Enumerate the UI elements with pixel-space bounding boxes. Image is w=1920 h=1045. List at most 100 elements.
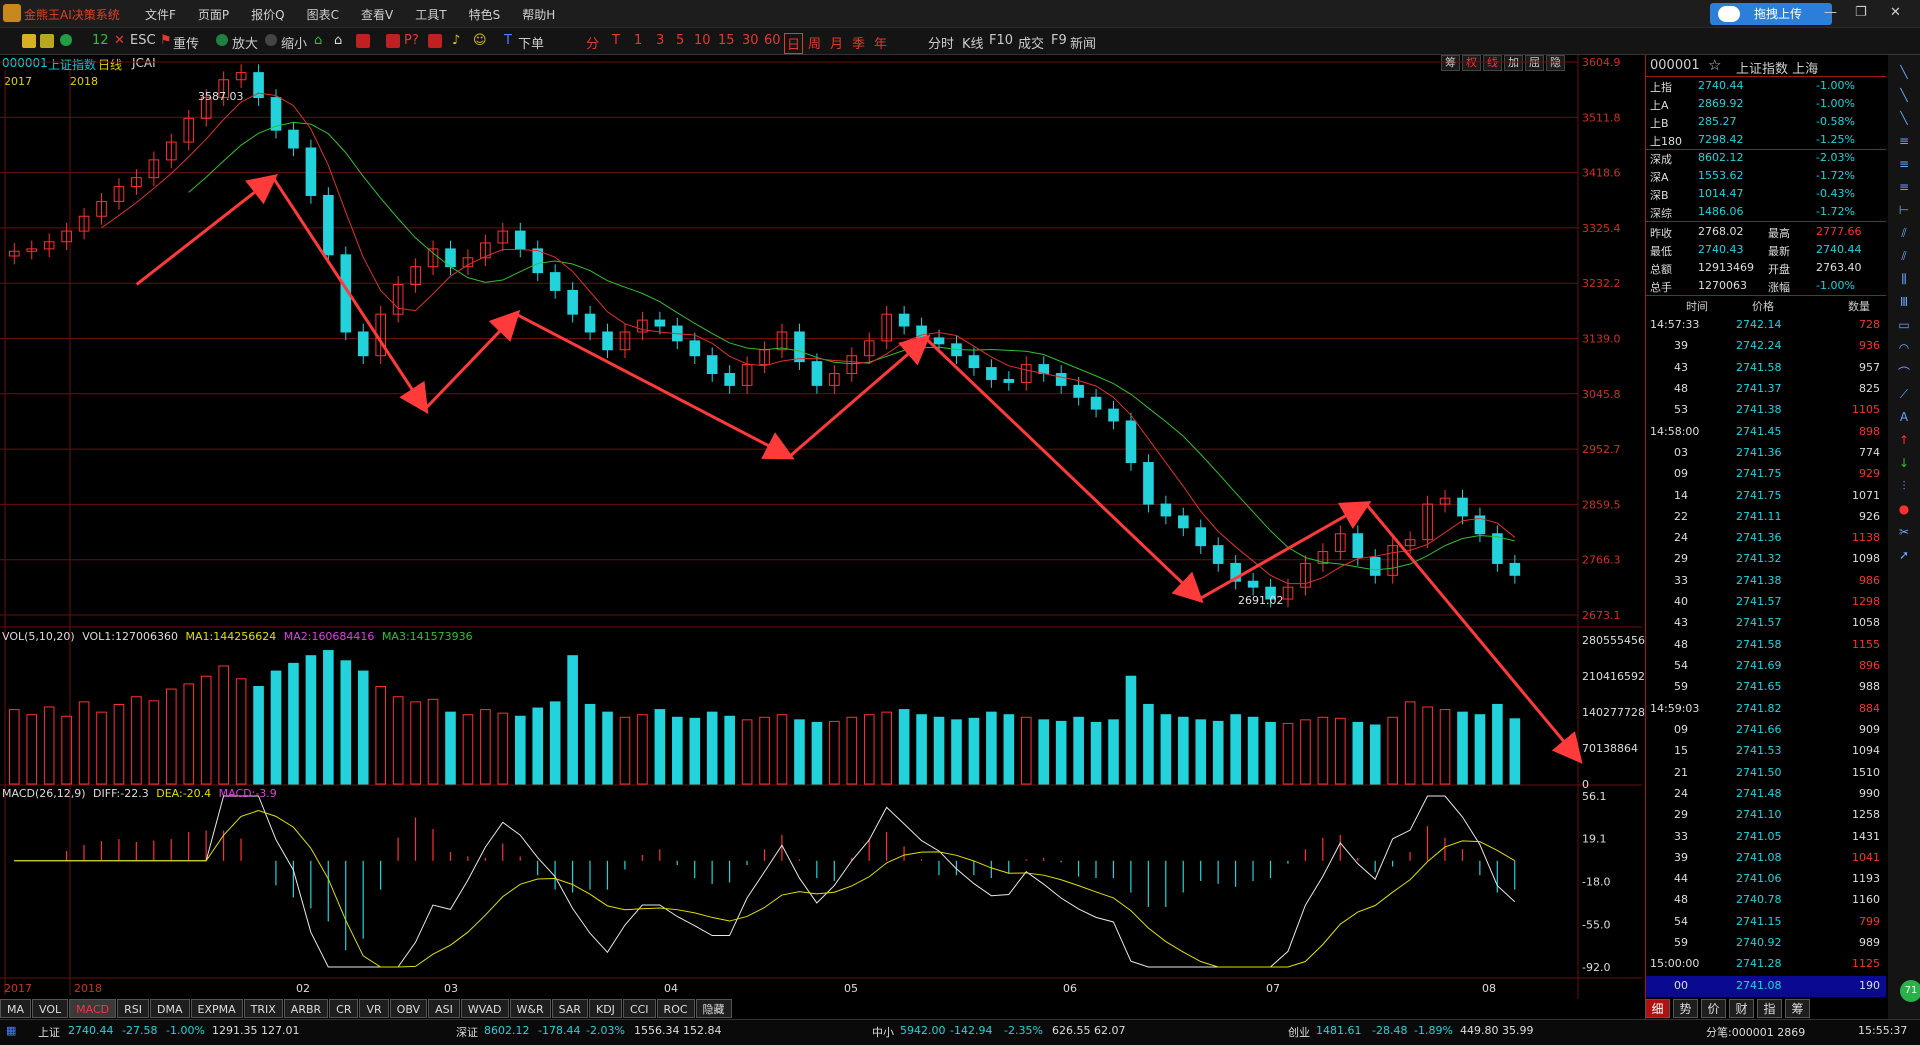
drawing-tool-icon[interactable]: Ⅲ xyxy=(1899,295,1909,309)
period-10[interactable]: 10 xyxy=(694,33,711,48)
tick-row[interactable]: 48 2740.78 1160 xyxy=(1646,890,1886,911)
drawing-tool-icon[interactable]: ◠ xyxy=(1898,341,1910,355)
indicator-tab-vr[interactable]: VR xyxy=(359,999,389,1018)
smiley-icon[interactable]: ☺ xyxy=(473,33,487,48)
chart-icon[interactable] xyxy=(356,34,370,48)
tab-news[interactable]: 新闻 xyxy=(1070,37,1097,52)
index-row[interactable]: 上指 2740.44 -1.00% xyxy=(1646,77,1886,95)
indicator-tab-expma[interactable]: EXPMA xyxy=(190,999,243,1018)
tick-row[interactable]: 21 2741.50 1510 xyxy=(1646,763,1886,784)
indicator-tab-sar[interactable]: SAR xyxy=(551,999,588,1018)
period-3[interactable]: 3 xyxy=(656,33,665,48)
tab-f10[interactable]: F10 xyxy=(989,33,1014,48)
menu-tools[interactable]: 工具T xyxy=(415,8,447,22)
period-min[interactable]: 分 xyxy=(586,37,600,52)
tool-icon[interactable] xyxy=(40,34,54,48)
quote-tab-指[interactable]: 指 xyxy=(1757,999,1782,1018)
drawing-tool-icon[interactable]: ⌒ xyxy=(1897,366,1910,380)
menu-view[interactable]: 查看V xyxy=(361,8,394,22)
drawing-tool-icon[interactable]: ➚ xyxy=(1898,548,1910,562)
indicator-tab-rsi[interactable]: RSI xyxy=(117,999,149,1018)
period-60[interactable]: 60 xyxy=(764,33,781,48)
tick-row[interactable]: 14 2741.75 1071 xyxy=(1646,486,1886,507)
drawing-tool-icon[interactable]: ⫶ xyxy=(1902,479,1906,493)
period-quarter[interactable]: 季 xyxy=(852,37,866,52)
drawing-tool-icon[interactable]: A xyxy=(1899,410,1909,424)
zoom-in-button[interactable]: 放大 xyxy=(232,37,259,52)
drawing-tool-icon[interactable]: ● xyxy=(1898,502,1910,516)
menu-page[interactable]: 页面P xyxy=(197,8,230,22)
favorite-star-icon[interactable]: ☆ xyxy=(1708,56,1722,74)
tick-row[interactable]: 59 2740.92 989 xyxy=(1646,933,1886,954)
tick-row[interactable]: 48 2741.58 1155 xyxy=(1646,635,1886,656)
tick-row[interactable]: 43 2741.57 1058 xyxy=(1646,613,1886,634)
period-1[interactable]: 1 xyxy=(634,33,643,48)
indicator-tab-obv[interactable]: OBV xyxy=(389,999,428,1018)
green-icon[interactable] xyxy=(60,34,72,46)
period-15[interactable]: 15 xyxy=(718,33,735,48)
drawing-tool-icon[interactable]: ↑ xyxy=(1898,433,1910,447)
period-30[interactable]: 30 xyxy=(742,33,759,48)
indicator-tab-roc[interactable]: ROC xyxy=(656,999,695,1018)
minimize-button[interactable]: — xyxy=(1824,5,1837,20)
period-t[interactable]: T xyxy=(612,33,620,48)
menu-chart[interactable]: 图表C xyxy=(306,8,339,22)
tick-row[interactable]: 40 2741.57 1298 xyxy=(1646,592,1886,613)
order-button[interactable]: 下单 xyxy=(518,37,545,52)
menu-file[interactable]: 文件F xyxy=(145,8,176,22)
drawing-tool-icon[interactable]: ✂ xyxy=(1898,525,1910,539)
tick-row[interactable]: 29 2741.32 1098 xyxy=(1646,549,1886,570)
indicator-tab-ma[interactable]: MA xyxy=(0,999,32,1018)
tab-kline[interactable]: K线 xyxy=(962,37,984,52)
drawing-tool-icon[interactable]: ≡ xyxy=(1898,157,1910,171)
p-icon[interactable]: P? xyxy=(404,33,419,48)
drawing-tool-icon[interactable]: ╲ xyxy=(1900,65,1908,79)
indicator-tab-w&r[interactable]: W&R xyxy=(509,999,551,1018)
indicator-tab-trix[interactable]: TRIX xyxy=(243,999,283,1018)
tick-row[interactable]: 29 2741.10 1258 xyxy=(1646,805,1886,826)
indicator-tab-隐藏[interactable]: 隐藏 xyxy=(695,999,732,1018)
tab-f9[interactable]: F9 xyxy=(1051,33,1067,48)
zoom-out-button[interactable]: 缩小 xyxy=(281,37,308,52)
kline-chart-area[interactable]: 3587.03 2691.02 3604.9 3511.8 3418.6 3325.4 32… xyxy=(0,55,1645,999)
tick-row[interactable]: 54 2741.15 799 xyxy=(1646,912,1886,933)
tick-row[interactable]: 09 2741.66 909 xyxy=(1646,720,1886,741)
indicator-tab-vol[interactable]: VOL xyxy=(32,999,69,1018)
indicator-tab-arbr[interactable]: ARBR xyxy=(283,999,329,1018)
index-row[interactable]: 深B 1014.47 -0.43% xyxy=(1646,185,1886,203)
terminal-icon[interactable]: ▦ xyxy=(6,1024,17,1037)
quote-tab-势[interactable]: 势 xyxy=(1673,999,1698,1018)
x-icon[interactable]: ✕ xyxy=(114,33,125,48)
tick-row[interactable]: 44 2741.06 1193 xyxy=(1646,869,1886,890)
tab-timeshare[interactable]: 分时 xyxy=(928,37,955,52)
period-week[interactable]: 周 xyxy=(808,37,822,52)
index-row[interactable]: 深A 1553.62 -1.72% xyxy=(1646,167,1886,185)
drawing-tool-icon[interactable]: ⊢ xyxy=(1898,203,1910,217)
quote-tab-筹[interactable]: 筹 xyxy=(1785,999,1810,1018)
quote-tab-价[interactable]: 价 xyxy=(1701,999,1726,1018)
menu-quote[interactable]: 报价Q xyxy=(251,8,285,22)
draw-pencil-icon[interactable] xyxy=(22,34,36,48)
menu-special[interactable]: 特色S xyxy=(468,8,501,22)
drawing-tool-icon[interactable]: ╲ xyxy=(1900,88,1908,102)
drawing-tool-icon[interactable]: ⟋ xyxy=(1899,387,1909,401)
tick-row[interactable]: 24 2741.36 1138 xyxy=(1646,528,1886,549)
tree-icon[interactable]: ⌂ xyxy=(314,33,323,48)
close-button[interactable]: ✕ xyxy=(1890,5,1901,20)
tick-row[interactable]: 59 2741.65 988 xyxy=(1646,677,1886,698)
drawing-tool-icon[interactable]: ≡ xyxy=(1898,134,1910,148)
index-row[interactable]: 上A 2869.92 -1.00% xyxy=(1646,95,1886,113)
indicator-tab-cr[interactable]: CR xyxy=(329,999,359,1018)
menu-help[interactable]: 帮助H xyxy=(522,8,556,22)
tick-row[interactable]: 43 2741.58 957 xyxy=(1646,358,1886,379)
tick-row[interactable]: 24 2741.48 990 xyxy=(1646,784,1886,805)
period-day[interactable]: 日 xyxy=(784,33,804,54)
tick-row[interactable]: 14:58:00 2741.45 898 xyxy=(1646,422,1886,443)
indicator-tab-kdj[interactable]: KDJ xyxy=(589,999,622,1018)
quote-tab-细[interactable]: 细 xyxy=(1645,999,1670,1018)
index-row[interactable]: 深成 8602.12 -2.03% xyxy=(1646,149,1886,167)
home-icon[interactable]: ⌂ xyxy=(334,33,343,48)
drawing-tool-icon[interactable]: ╲ xyxy=(1900,111,1908,125)
dollar-icon[interactable] xyxy=(428,34,442,48)
index-row[interactable]: 上180 7298.42 -1.25% xyxy=(1646,131,1886,149)
